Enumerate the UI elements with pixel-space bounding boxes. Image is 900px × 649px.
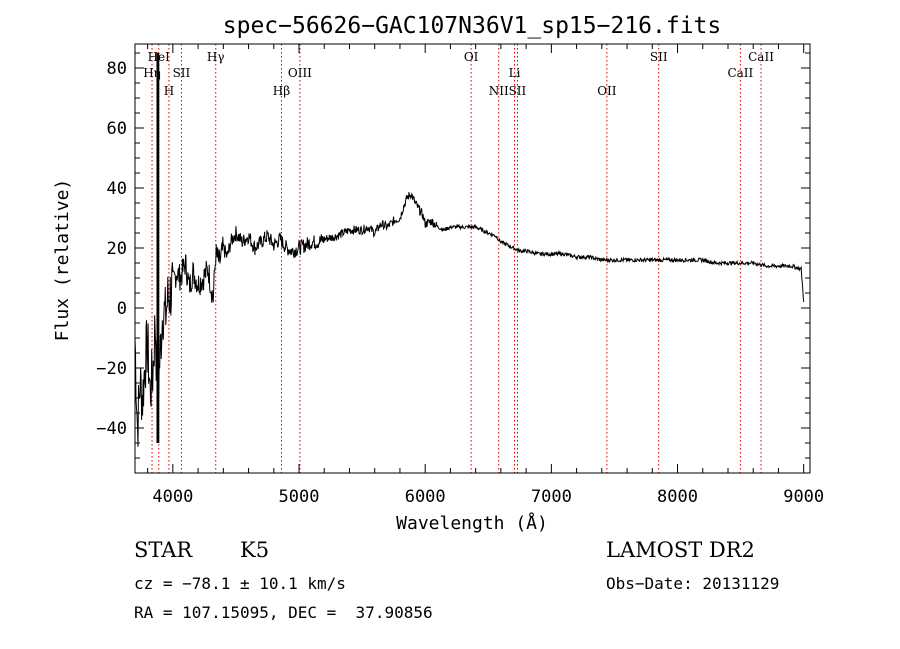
spectral-line-label: Hη <box>143 66 161 80</box>
spectrum-line <box>134 192 805 447</box>
spectral-line-label: CaII <box>748 50 774 64</box>
y-tick-label: 80 <box>107 59 127 79</box>
spectral-line-label: CaII <box>727 66 753 80</box>
spectral-line-label: Hβ <box>273 84 290 98</box>
coordinates: RA = 107.15095, DEC = 37.90856 <box>134 603 433 622</box>
spectral-line-label: H <box>164 84 174 98</box>
y-tick-label: 0 <box>117 299 127 319</box>
x-axis-label: Wavelength (Å) <box>396 512 548 534</box>
y-tick-label: 20 <box>107 239 127 259</box>
redshift: cz = −78.1 ± 10.1 km/s <box>134 574 346 593</box>
obs-date: Obs−Date: 20131129 <box>606 574 780 593</box>
x-tick-label: 7000 <box>531 487 572 507</box>
x-tick-label: 9000 <box>783 487 824 507</box>
y-axis-label: Flux (relative) <box>52 179 73 342</box>
spectral-line-label: OII <box>597 84 617 98</box>
spectral-line-label: SII <box>173 66 191 80</box>
object-type: STAR <box>134 538 193 562</box>
spectral-line-label: SII <box>650 50 668 64</box>
spectral-line-label: Li <box>509 66 521 80</box>
chart-title: spec−56626−GAC107N36V1_sp15−216.fits <box>223 13 722 39</box>
x-tick-label: 4000 <box>152 487 193 507</box>
y-axis: −40 −20 0 20 40 60 80 <box>96 52 810 459</box>
series-layer <box>134 53 805 447</box>
spectral-line-label: SII <box>509 84 527 98</box>
spectral-line-label: OI <box>464 50 479 64</box>
y-tick-label: 40 <box>107 179 127 199</box>
survey-name: LAMOST DR2 <box>606 538 755 562</box>
x-tick-label: 5000 <box>279 487 320 507</box>
y-tick-label: −40 <box>96 419 127 439</box>
x-tick-label: 8000 <box>657 487 698 507</box>
spectral-line-label: Hγ <box>207 50 225 64</box>
spectral-line-label: OIII <box>288 66 312 80</box>
y-tick-label: −20 <box>96 359 127 379</box>
x-axis: 4000 5000 6000 7000 8000 9000 <box>147 44 824 507</box>
x-tick-label: 6000 <box>405 487 446 507</box>
spectral-line-label: NII <box>489 84 509 98</box>
subclass: K5 <box>240 538 270 562</box>
plot-frame <box>134 43 811 474</box>
y-tick-label: 60 <box>107 119 127 139</box>
